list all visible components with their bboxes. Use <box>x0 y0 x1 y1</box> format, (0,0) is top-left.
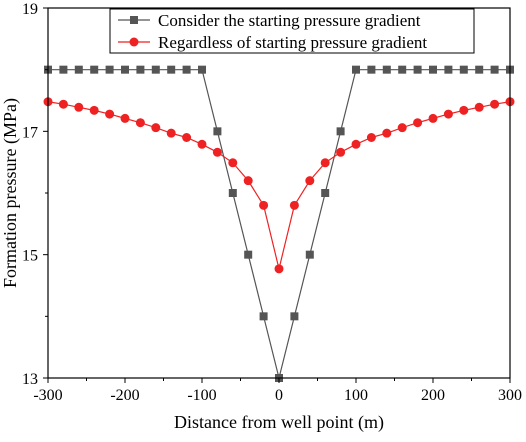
y-tick-label: 13 <box>22 371 38 388</box>
data-point-square <box>151 65 160 74</box>
data-point-circle <box>351 139 361 149</box>
data-point-circle <box>382 128 392 138</box>
data-point-circle <box>459 105 469 115</box>
legend-square-marker <box>130 16 138 24</box>
data-point-circle <box>135 118 145 128</box>
data-point-circle <box>212 147 222 157</box>
data-point-square <box>182 65 191 74</box>
axis-ticks: -300 -200 -100 0 100 200 300 13 15 17 19 <box>22 1 522 404</box>
x-tick-label: 100 <box>344 387 368 404</box>
data-point-square <box>290 312 299 321</box>
data-point-circle <box>336 147 346 157</box>
data-point-square <box>398 65 407 74</box>
data-point-square <box>475 65 484 74</box>
data-point-circle <box>366 133 376 142</box>
legend-entry-1: Regardless of starting pressure gradient <box>118 33 427 52</box>
data-point-square <box>459 65 468 74</box>
data-point-circle <box>58 99 68 109</box>
data-point-circle <box>305 176 315 186</box>
data-point-square <box>74 65 83 74</box>
data-point-square <box>136 65 145 74</box>
data-point-circle <box>105 109 115 119</box>
plot-frame <box>47 7 511 379</box>
data-point-circle <box>259 200 269 210</box>
data-point-square <box>352 65 360 74</box>
data-point-circle <box>74 102 84 112</box>
data-point-circle <box>289 200 299 210</box>
data-point-circle <box>89 105 99 115</box>
data-point-square <box>90 65 99 74</box>
legend-circle-marker <box>129 37 139 47</box>
data-point-square <box>367 65 376 74</box>
y-tick-label: 19 <box>22 1 38 18</box>
data-point-circle <box>397 123 407 133</box>
data-point-circle <box>166 128 176 138</box>
data-point-square <box>244 250 253 259</box>
legend-entry-0: Consider the starting pressure gradient <box>118 11 421 30</box>
y-tick-label: 15 <box>22 248 38 265</box>
data-point-square <box>444 65 453 74</box>
legend: Consider the starting pressure gradient … <box>109 8 475 54</box>
data-point-circle <box>413 118 423 128</box>
data-point-square <box>259 312 268 321</box>
plot-series-group <box>43 65 515 382</box>
data-point-circle <box>243 176 253 186</box>
data-point-circle <box>428 113 438 123</box>
x-tick-label: 0 <box>275 387 283 404</box>
x-tick-label: -200 <box>110 387 139 404</box>
y-axis-label: Formation pressure (MPa) <box>0 98 21 288</box>
legend-box <box>109 8 475 54</box>
data-point-circle <box>274 264 284 274</box>
data-point-square <box>336 127 345 136</box>
data-point-square <box>321 189 330 197</box>
data-point-square <box>305 250 314 259</box>
x-tick-label: -300 <box>33 387 62 404</box>
data-point-square <box>213 127 222 136</box>
data-point-square <box>429 65 437 74</box>
data-point-circle <box>151 123 161 133</box>
data-point-square <box>413 65 422 74</box>
x-axis-label: Distance from well point (m) <box>174 412 384 433</box>
data-point-circle <box>474 102 484 112</box>
data-point-circle <box>443 109 453 119</box>
data-point-circle <box>320 158 330 168</box>
x-tick-label: -100 <box>187 387 216 404</box>
data-point-square <box>121 65 129 74</box>
data-point-square <box>105 65 114 74</box>
legend-label-1: Regardless of starting pressure gradient <box>158 33 427 52</box>
data-point-square <box>382 65 391 74</box>
data-point-square <box>228 189 237 197</box>
data-point-square <box>167 65 176 74</box>
y-tick-label: 17 <box>22 124 38 141</box>
data-point-circle <box>182 133 192 142</box>
legend-label-0: Consider the starting pressure gradient <box>158 11 421 30</box>
x-tick-label: 300 <box>498 387 522 404</box>
x-tick-label: 200 <box>421 387 445 404</box>
data-point-circle <box>120 113 130 123</box>
data-point-square <box>198 65 206 74</box>
data-point-circle <box>197 139 207 149</box>
data-point-square <box>59 65 68 74</box>
series-line-1 <box>47 101 511 269</box>
data-point-circle <box>490 99 500 109</box>
data-point-circle <box>228 158 238 168</box>
data-point-square <box>490 65 499 74</box>
